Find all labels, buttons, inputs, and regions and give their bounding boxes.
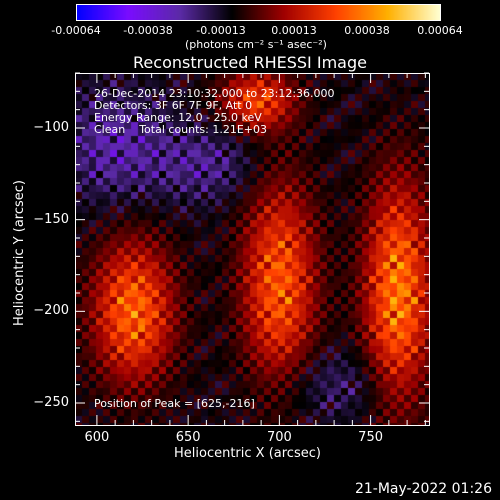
y-axis-label: Heliocentric Y (arcsec) [12,180,27,326]
x-tick-label: 600 [84,430,110,445]
colorbar-tick-label: 0.00038 [344,24,390,37]
colorbar-tick-label: 0.00013 [271,24,317,37]
colorbar-frame [76,4,441,21]
footer-date: 21-May-2022 01:26 [354,481,492,497]
x-axis-label: Heliocentric X (arcsec) [174,446,321,461]
colorbar-tick-label: -0.00013 [196,24,246,37]
heatmap-image [75,73,429,425]
colorbar-tick-label: 0.00064 [417,24,463,37]
y-tick-label: −100 [33,120,69,135]
y-tick-label: −250 [33,395,69,410]
annotation-peak: Position of Peak = [625,-216] [94,397,255,410]
plot-frame [75,73,430,426]
annotation-detectors: Detectors: 3F 6F 7F 9F, Att 0 [94,99,253,112]
annotation-energy: Energy Range: 12.0 - 25.0 keV [94,111,262,124]
y-tick-label: −200 [33,303,69,319]
colorbar-tick-label: -0.00064 [51,24,101,37]
x-tick-label: 700 [266,430,292,445]
y-tick-label: −150 [33,211,69,227]
colorbar-tick-label: -0.00038 [123,24,173,37]
colorbar [76,4,440,20]
x-tick-label: 750 [358,430,383,445]
x-tick-label: 650 [175,430,201,445]
chart-title: Reconstructed RHESSI Image [133,53,367,72]
annotation-time: 26-Dec-2014 23:10:32.000 to 23:12:36.000 [94,87,335,100]
annotation-clean: Clean Total counts: 1.21E+03 [94,123,268,136]
colorbar-unit-label: (photons cm⁻² s⁻¹ asec⁻²) [185,38,327,51]
